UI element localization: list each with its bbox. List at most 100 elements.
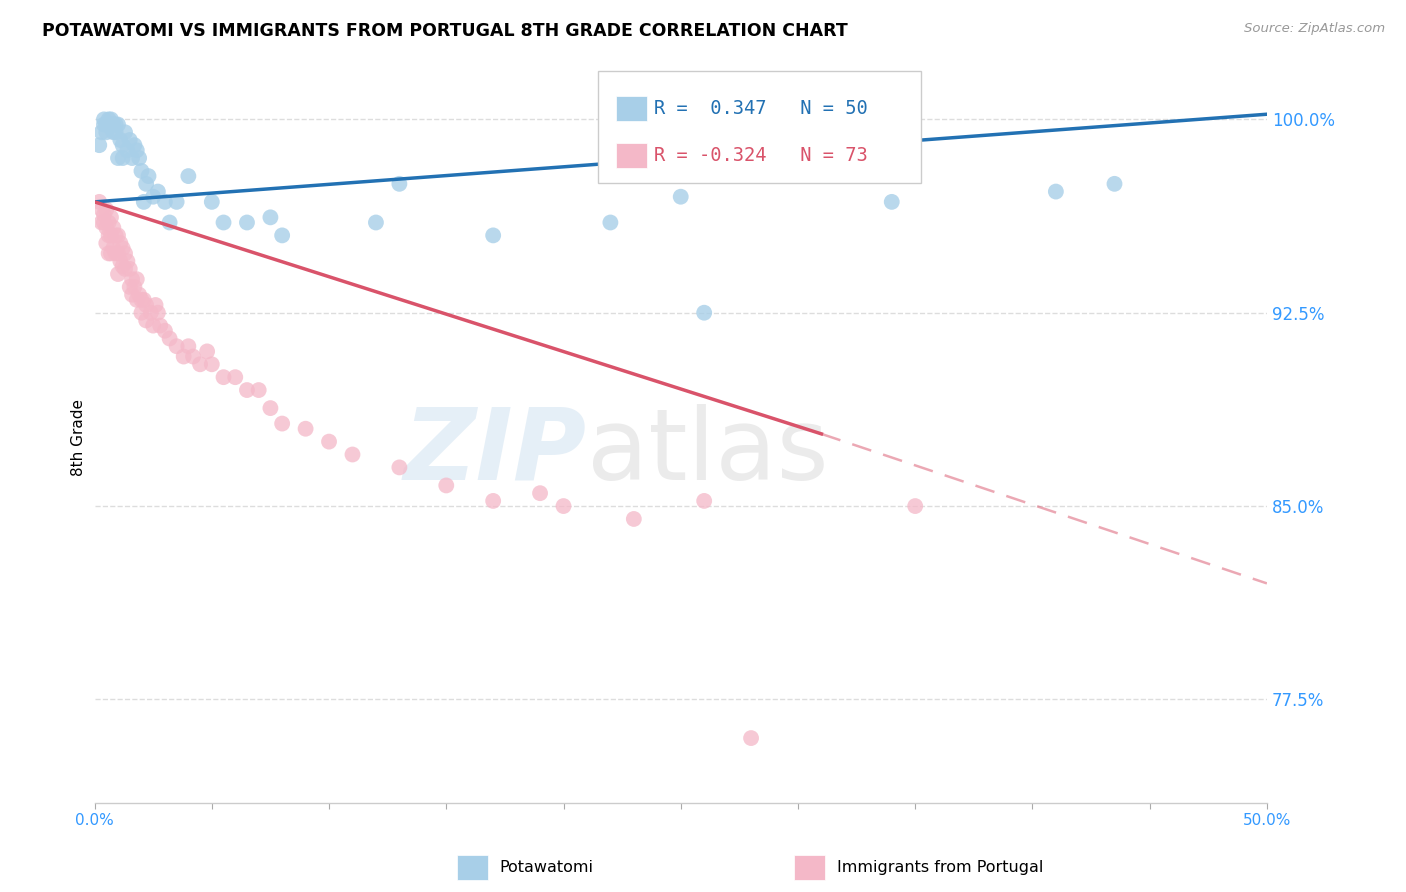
Point: [146, 306, 169, 320]
Point: [117, 254, 139, 268]
Point: [114, 125, 136, 139]
Point: [132, 194, 155, 209]
Point: [111, 260, 134, 274]
Point: [153, 194, 176, 209]
Point: [364, 215, 387, 229]
Point: [135, 177, 157, 191]
Point: [97, 118, 120, 132]
Point: [121, 151, 143, 165]
Point: [212, 370, 235, 384]
Point: [93, 215, 115, 229]
Point: [159, 215, 181, 229]
Point: [482, 494, 505, 508]
Point: [121, 272, 143, 286]
Point: [89, 138, 111, 153]
Point: [159, 331, 181, 345]
Point: [259, 401, 281, 416]
Point: [97, 246, 120, 260]
Text: POTAWATOMI VS IMMIGRANTS FROM PORTUGAL 8TH GRADE CORRELATION CHART: POTAWATOMI VS IMMIGRANTS FROM PORTUGAL 8…: [42, 22, 848, 40]
Text: ZIP: ZIP: [404, 404, 586, 500]
Point: [128, 287, 150, 301]
Point: [121, 287, 143, 301]
Point: [131, 293, 153, 307]
Point: [693, 306, 716, 320]
Point: [97, 215, 120, 229]
Point: [138, 169, 160, 183]
Point: [342, 448, 364, 462]
Point: [110, 236, 132, 251]
Point: [128, 151, 150, 165]
Point: [110, 133, 132, 147]
Point: [149, 318, 172, 333]
Point: [100, 246, 122, 260]
Point: [93, 118, 115, 132]
Point: [145, 298, 167, 312]
Point: [599, 215, 621, 229]
Point: [100, 211, 122, 225]
Point: [880, 194, 903, 209]
Text: Potawatomi: Potawatomi: [499, 860, 593, 874]
Point: [103, 220, 125, 235]
Point: [259, 211, 281, 225]
Point: [271, 228, 294, 243]
Point: [97, 112, 120, 127]
Point: [104, 118, 127, 132]
Point: [100, 118, 122, 132]
Point: [623, 512, 645, 526]
Point: [166, 339, 188, 353]
Point: [110, 254, 132, 268]
Point: [104, 125, 127, 139]
Point: [117, 144, 139, 158]
Point: [100, 112, 122, 127]
Point: [153, 324, 176, 338]
Text: R = -0.324   N = 73: R = -0.324 N = 73: [654, 146, 868, 165]
Point: [132, 293, 155, 307]
Point: [188, 357, 211, 371]
Point: [294, 422, 316, 436]
Point: [90, 202, 112, 217]
Point: [201, 357, 224, 371]
Point: [236, 215, 259, 229]
Point: [111, 151, 134, 165]
Point: [142, 190, 165, 204]
Point: [693, 494, 716, 508]
Point: [224, 370, 246, 384]
Point: [139, 306, 162, 320]
Point: [118, 261, 141, 276]
Point: [181, 350, 204, 364]
Point: [96, 202, 118, 217]
Point: [125, 272, 148, 286]
Point: [125, 144, 148, 158]
Point: [247, 383, 270, 397]
Text: R =  0.347   N = 50: R = 0.347 N = 50: [654, 99, 868, 118]
Point: [90, 215, 112, 229]
Point: [103, 125, 125, 139]
Point: [142, 318, 165, 333]
Point: [111, 138, 134, 153]
Point: [107, 228, 129, 243]
Point: [104, 228, 127, 243]
Point: [103, 118, 125, 132]
Point: [177, 169, 200, 183]
Point: [125, 293, 148, 307]
Point: [114, 246, 136, 260]
Point: [271, 417, 294, 431]
Point: [553, 499, 575, 513]
Point: [201, 194, 224, 209]
Point: [107, 151, 129, 165]
Point: [118, 280, 141, 294]
Point: [111, 241, 134, 255]
Point: [124, 138, 146, 153]
Point: [904, 499, 927, 513]
Point: [434, 478, 457, 492]
Point: [100, 228, 122, 243]
Point: [107, 246, 129, 260]
Point: [740, 731, 762, 745]
Point: [388, 460, 411, 475]
Point: [107, 267, 129, 281]
Point: [90, 125, 112, 139]
Point: [166, 194, 188, 209]
Point: [135, 298, 157, 312]
Point: [146, 185, 169, 199]
Point: [1045, 185, 1067, 199]
